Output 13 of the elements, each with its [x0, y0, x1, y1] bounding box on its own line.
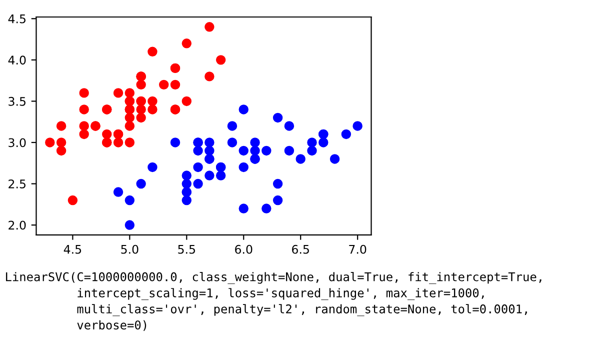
x-tick-label: 5.0: [121, 244, 138, 254]
x-tick-label: 5.5: [178, 245, 196, 254]
y-tick-label: 4.0: [8, 56, 26, 65]
text: LinearSVC(C=1000000000.0, class_weight=None, dual=True, fit_intercept=True, intercept_scaling=1, loss='squared_hinge', max_iter=1000, multi_class='ovr', penalty='l2', random_state=None, tol=0.0001, verbose=0): [6, 272, 542, 331]
y-tick-label: 3.5: [8, 96, 26, 106]
x-tick-label: 6.0: [235, 244, 252, 254]
x-tick-label: 6.5: [292, 244, 309, 254]
y-tick-label: 3.0: [8, 138, 26, 148]
y-tick-label: 4.5: [8, 14, 26, 24]
y-tick-label: 2.5: [8, 179, 26, 188]
y-tick-label: 2.0: [8, 220, 26, 230]
x-tick-label: 4.5: [64, 245, 82, 254]
x-tick-label: 7.0: [349, 244, 366, 254]
